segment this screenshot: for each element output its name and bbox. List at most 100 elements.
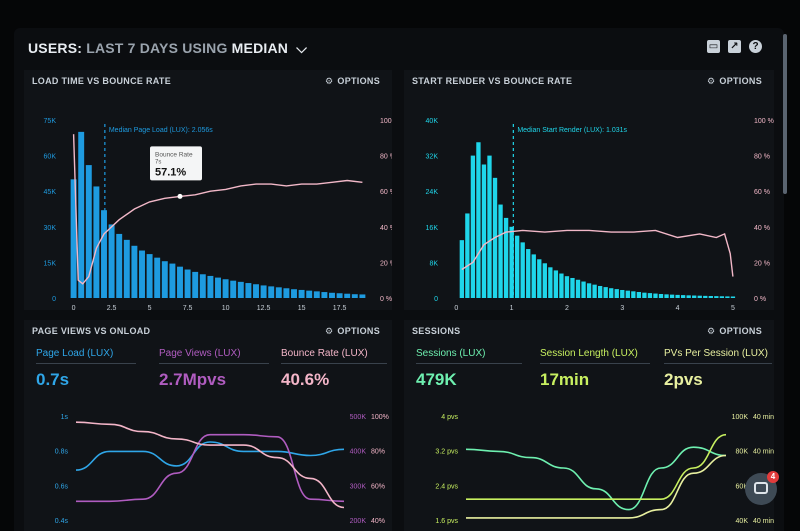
y-tick-label-left: 0.4s	[55, 518, 69, 525]
x-tick-label: 0	[454, 305, 458, 310]
bar	[603, 287, 608, 298]
metric-pvs-per-session[interactable]: PVs Per Session (LUX) 2pvs	[664, 348, 772, 390]
metric-bounce-rate[interactable]: Bounce Rate (LUX) 40.6%	[281, 348, 387, 390]
y-tick-label-left: 16K	[426, 225, 439, 232]
bar	[675, 294, 680, 298]
bar	[291, 289, 297, 298]
sessions-panel: SESSIONS ⚙ OPTIONS Sessions (LUX) 479K Se…	[404, 320, 774, 531]
bar	[245, 283, 252, 298]
y-tick-label-right: 80 %	[380, 154, 392, 161]
series-line	[76, 433, 345, 503]
metric-value: 2.7Mpvs	[159, 370, 227, 389]
metric-page-views[interactable]: Page Views (LUX) 2.7Mpvs	[159, 348, 269, 390]
bar	[253, 284, 259, 298]
metric-label: Sessions (LUX)	[416, 348, 522, 364]
y-tick-label-left: 0	[434, 296, 438, 303]
metric-session-length[interactable]: Session Length (LUX) 17min	[540, 348, 650, 390]
bar	[714, 296, 719, 298]
y-tick-label-mid: 100K	[732, 414, 749, 421]
y-tick-label-right: 0 %	[754, 296, 766, 303]
options-button[interactable]: ⚙ OPTIONS	[325, 326, 380, 337]
bar	[283, 288, 290, 298]
bar	[298, 289, 305, 298]
bar	[680, 295, 686, 298]
bar	[108, 224, 115, 298]
y-tick-label-mid: 300K	[350, 483, 367, 490]
bar	[531, 254, 536, 298]
bar	[526, 249, 531, 298]
y-tick-label-mid: 60K	[736, 483, 749, 490]
y-tick-label-mid: 40K	[736, 518, 749, 525]
y-tick-label-right: 60 %	[754, 189, 770, 196]
metric-sessions[interactable]: Sessions (LUX) 479K	[416, 348, 522, 390]
chat-bubble-icon	[754, 482, 768, 494]
bar	[359, 294, 366, 298]
metric-page-load[interactable]: Page Load (LUX) 0.7s	[36, 348, 136, 390]
x-tick-label: 7.5	[183, 305, 193, 310]
y-tick-label-left: 0.6s	[55, 483, 69, 490]
x-tick-label: 4	[676, 305, 680, 310]
median-label: Median Page Load (LUX): 2.056s	[109, 127, 213, 134]
options-button[interactable]: ⚙ OPTIONS	[325, 76, 380, 87]
x-tick-label: 0	[72, 305, 76, 310]
metric-value: 2pvs	[664, 370, 703, 389]
y-tick-label-right: 80%	[371, 449, 385, 456]
page-title[interactable]: USERS: LAST 7 DAYS USING MEDIAN ⌵	[28, 40, 307, 57]
bar	[329, 292, 335, 298]
y-tick-label-left: 3.2 pvs	[435, 449, 458, 456]
start-render-chart: 0 8K 16K 24K 32K 40K 0 % 20 % 40 % 60 % 80 % 100 % 0…	[426, 118, 774, 310]
title-metric: MEDIAN	[231, 40, 289, 56]
metric-label: PVs Per Session (LUX)	[664, 348, 772, 364]
bar	[207, 275, 214, 298]
bar	[487, 155, 492, 298]
bounce-rate-line	[461, 229, 734, 277]
y-tick-label-right: 0 %	[380, 296, 392, 303]
bar	[268, 286, 275, 298]
x-tick-label: 5	[731, 305, 735, 310]
x-tick-label: 5	[148, 305, 152, 310]
bar	[85, 165, 92, 298]
chevron-down-icon[interactable]: ⌵	[296, 40, 307, 56]
load-time-chart: 0 15K 30K 45K 60K 75K 0 % 20 % 40 % 60 % 80 % 100 %…	[44, 118, 392, 310]
help-icon[interactable]: ?	[749, 40, 762, 53]
page-views-chart: 0.4s 0.6s 0.8s 1s 200K 300K 400K 500K 40% 60% 80% 1…	[55, 414, 389, 525]
y-tick-label-left: 60K	[44, 154, 57, 161]
monitor-icon[interactable]: ▭	[707, 40, 720, 53]
series-line	[75, 421, 345, 509]
tooltip-sub: 7s	[155, 159, 161, 165]
metric-value: 17min	[540, 370, 590, 389]
bar	[581, 281, 586, 298]
series-line	[465, 454, 727, 519]
options-button[interactable]: ⚙ OPTIONS	[707, 76, 762, 87]
y-tick-label-right: 40%	[371, 518, 385, 525]
options-button[interactable]: ⚙ OPTIONS	[707, 326, 762, 337]
y-tick-label-right: 40 min	[753, 518, 774, 525]
x-tick-label: 2	[565, 305, 569, 310]
title-using: USING	[182, 40, 228, 56]
bar	[725, 296, 730, 298]
bar	[101, 210, 107, 298]
scrollbar[interactable]	[783, 34, 787, 194]
bar	[559, 273, 564, 298]
share-icon[interactable]: ↗	[728, 40, 741, 53]
x-tick-label: 17.5	[333, 305, 347, 310]
bar	[116, 233, 123, 298]
y-tick-label-right: 40 %	[380, 225, 392, 232]
bar	[230, 280, 237, 298]
bar	[520, 242, 525, 298]
panel-title: PAGE VIEWS VS ONLOAD	[32, 326, 151, 336]
bar	[169, 263, 176, 298]
bar	[697, 295, 702, 298]
bar	[548, 267, 553, 298]
bar	[306, 290, 313, 298]
bar	[139, 250, 145, 298]
bar	[647, 293, 653, 298]
y-tick-label-left: 0.8s	[55, 449, 69, 456]
bar	[564, 276, 570, 298]
metric-label: Page Load (LUX)	[36, 348, 136, 364]
bar	[653, 293, 658, 298]
y-tick-label-right: 100 %	[380, 118, 392, 125]
bar	[481, 164, 487, 298]
y-tick-label-right: 60%	[371, 483, 385, 490]
bar	[93, 186, 100, 298]
